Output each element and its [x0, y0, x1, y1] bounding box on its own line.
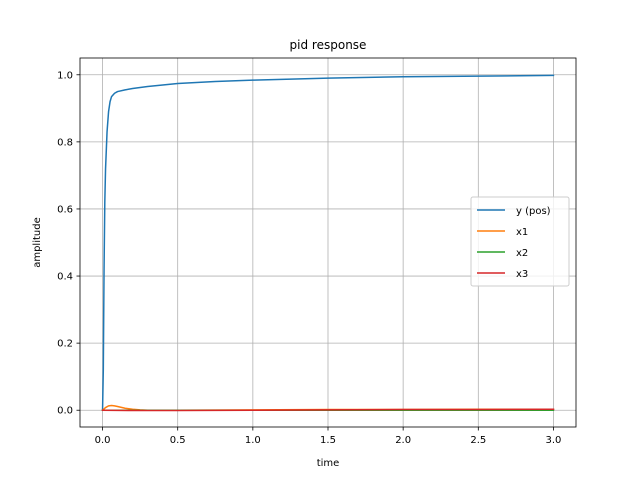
- legend-label: x3: [516, 269, 528, 280]
- x-axis-label: time: [317, 458, 340, 469]
- x-tick-label: 3.0: [546, 435, 562, 446]
- x-tick-label: 2.0: [395, 435, 411, 446]
- y-tick-label: 0.6: [57, 204, 73, 215]
- legend-label: y (pos): [516, 206, 551, 217]
- series-group: [101, 74, 555, 412]
- x-tick-label: 0.0: [95, 435, 111, 446]
- x-axis: 0.0 0.5 1.0 1.5 2.0 2.5 3.0: [95, 427, 562, 446]
- x-tick-label: 2.5: [470, 435, 486, 446]
- x-tick-label: 1.5: [320, 435, 336, 446]
- y-axis: 0.0 0.2 0.4 0.6 0.8 1.0: [57, 70, 80, 417]
- y-tick-label: 0.0: [57, 406, 73, 417]
- series-line-y-pos: [101, 74, 555, 411]
- y-axis-label: amplitude: [32, 217, 43, 268]
- x-tick-label: 0.5: [170, 435, 186, 446]
- y-tick-label: 1.0: [57, 70, 73, 81]
- y-tick-label: 0.4: [57, 272, 73, 283]
- y-tick-label: 0.8: [57, 137, 73, 148]
- legend-label: x1: [516, 227, 528, 238]
- y-tick-label: 0.2: [57, 339, 73, 350]
- legend-box: [470, 196, 570, 287]
- chart-title: pid response: [290, 38, 367, 52]
- legend-label: x2: [516, 248, 528, 259]
- legend: y (pos) x1 x2 x3: [470, 196, 570, 287]
- series-line-x3: [101, 408, 555, 412]
- x-tick-label: 1.0: [245, 435, 261, 446]
